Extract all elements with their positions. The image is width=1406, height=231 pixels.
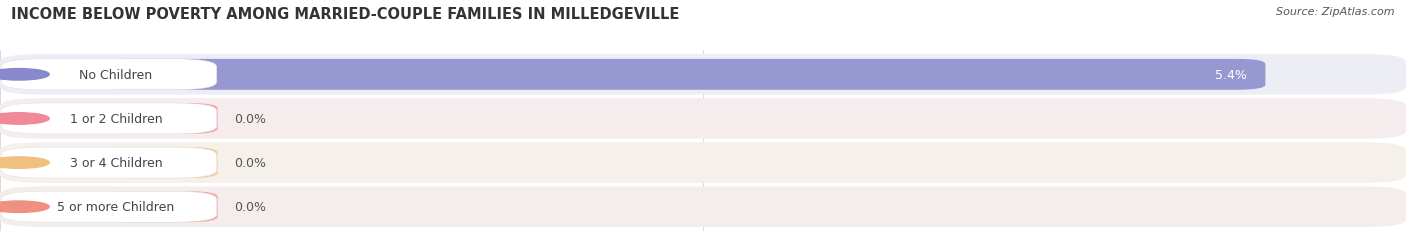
FancyBboxPatch shape xyxy=(0,55,1406,95)
Circle shape xyxy=(0,113,49,125)
FancyBboxPatch shape xyxy=(98,60,1265,90)
FancyBboxPatch shape xyxy=(98,191,218,222)
FancyBboxPatch shape xyxy=(1,103,217,134)
Text: 0.0%: 0.0% xyxy=(233,156,266,169)
Text: 0.0%: 0.0% xyxy=(233,112,266,125)
FancyBboxPatch shape xyxy=(98,148,218,178)
Text: 5.4%: 5.4% xyxy=(1215,69,1247,82)
Text: 1 or 2 Children: 1 or 2 Children xyxy=(70,112,162,125)
Text: 0.0%: 0.0% xyxy=(233,200,266,213)
FancyBboxPatch shape xyxy=(1,60,217,90)
Circle shape xyxy=(0,157,49,169)
Text: No Children: No Children xyxy=(79,69,153,82)
Text: Source: ZipAtlas.com: Source: ZipAtlas.com xyxy=(1277,7,1395,17)
FancyBboxPatch shape xyxy=(0,99,1406,139)
FancyBboxPatch shape xyxy=(1,148,217,178)
FancyBboxPatch shape xyxy=(1,191,217,222)
Circle shape xyxy=(0,69,49,81)
Text: 5 or more Children: 5 or more Children xyxy=(58,200,174,213)
FancyBboxPatch shape xyxy=(0,187,1406,227)
Text: 3 or 4 Children: 3 or 4 Children xyxy=(70,156,162,169)
FancyBboxPatch shape xyxy=(0,143,1406,183)
Text: INCOME BELOW POVERTY AMONG MARRIED-COUPLE FAMILIES IN MILLEDGEVILLE: INCOME BELOW POVERTY AMONG MARRIED-COUPL… xyxy=(11,7,679,22)
Circle shape xyxy=(0,201,49,213)
FancyBboxPatch shape xyxy=(98,103,218,134)
